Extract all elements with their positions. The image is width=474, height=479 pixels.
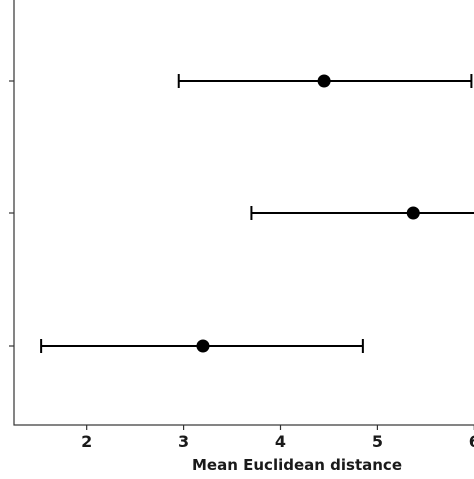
y-axis <box>9 80 14 347</box>
x-tick-label: 2 <box>81 432 92 451</box>
mean-point <box>196 339 210 353</box>
x-axis-title: Mean Euclidean distance <box>192 456 402 474</box>
mean-point <box>317 74 331 88</box>
mean-point <box>406 206 420 220</box>
x-tick-label: 4 <box>275 432 286 451</box>
x-tick-label: 5 <box>372 432 383 451</box>
x-axis: 2 3 4 5 6 <box>81 425 474 451</box>
x-tick-label: 3 <box>178 432 189 451</box>
x-tick-label: 6 <box>469 432 474 451</box>
plot-frame <box>13 0 474 426</box>
data-points <box>196 74 420 353</box>
